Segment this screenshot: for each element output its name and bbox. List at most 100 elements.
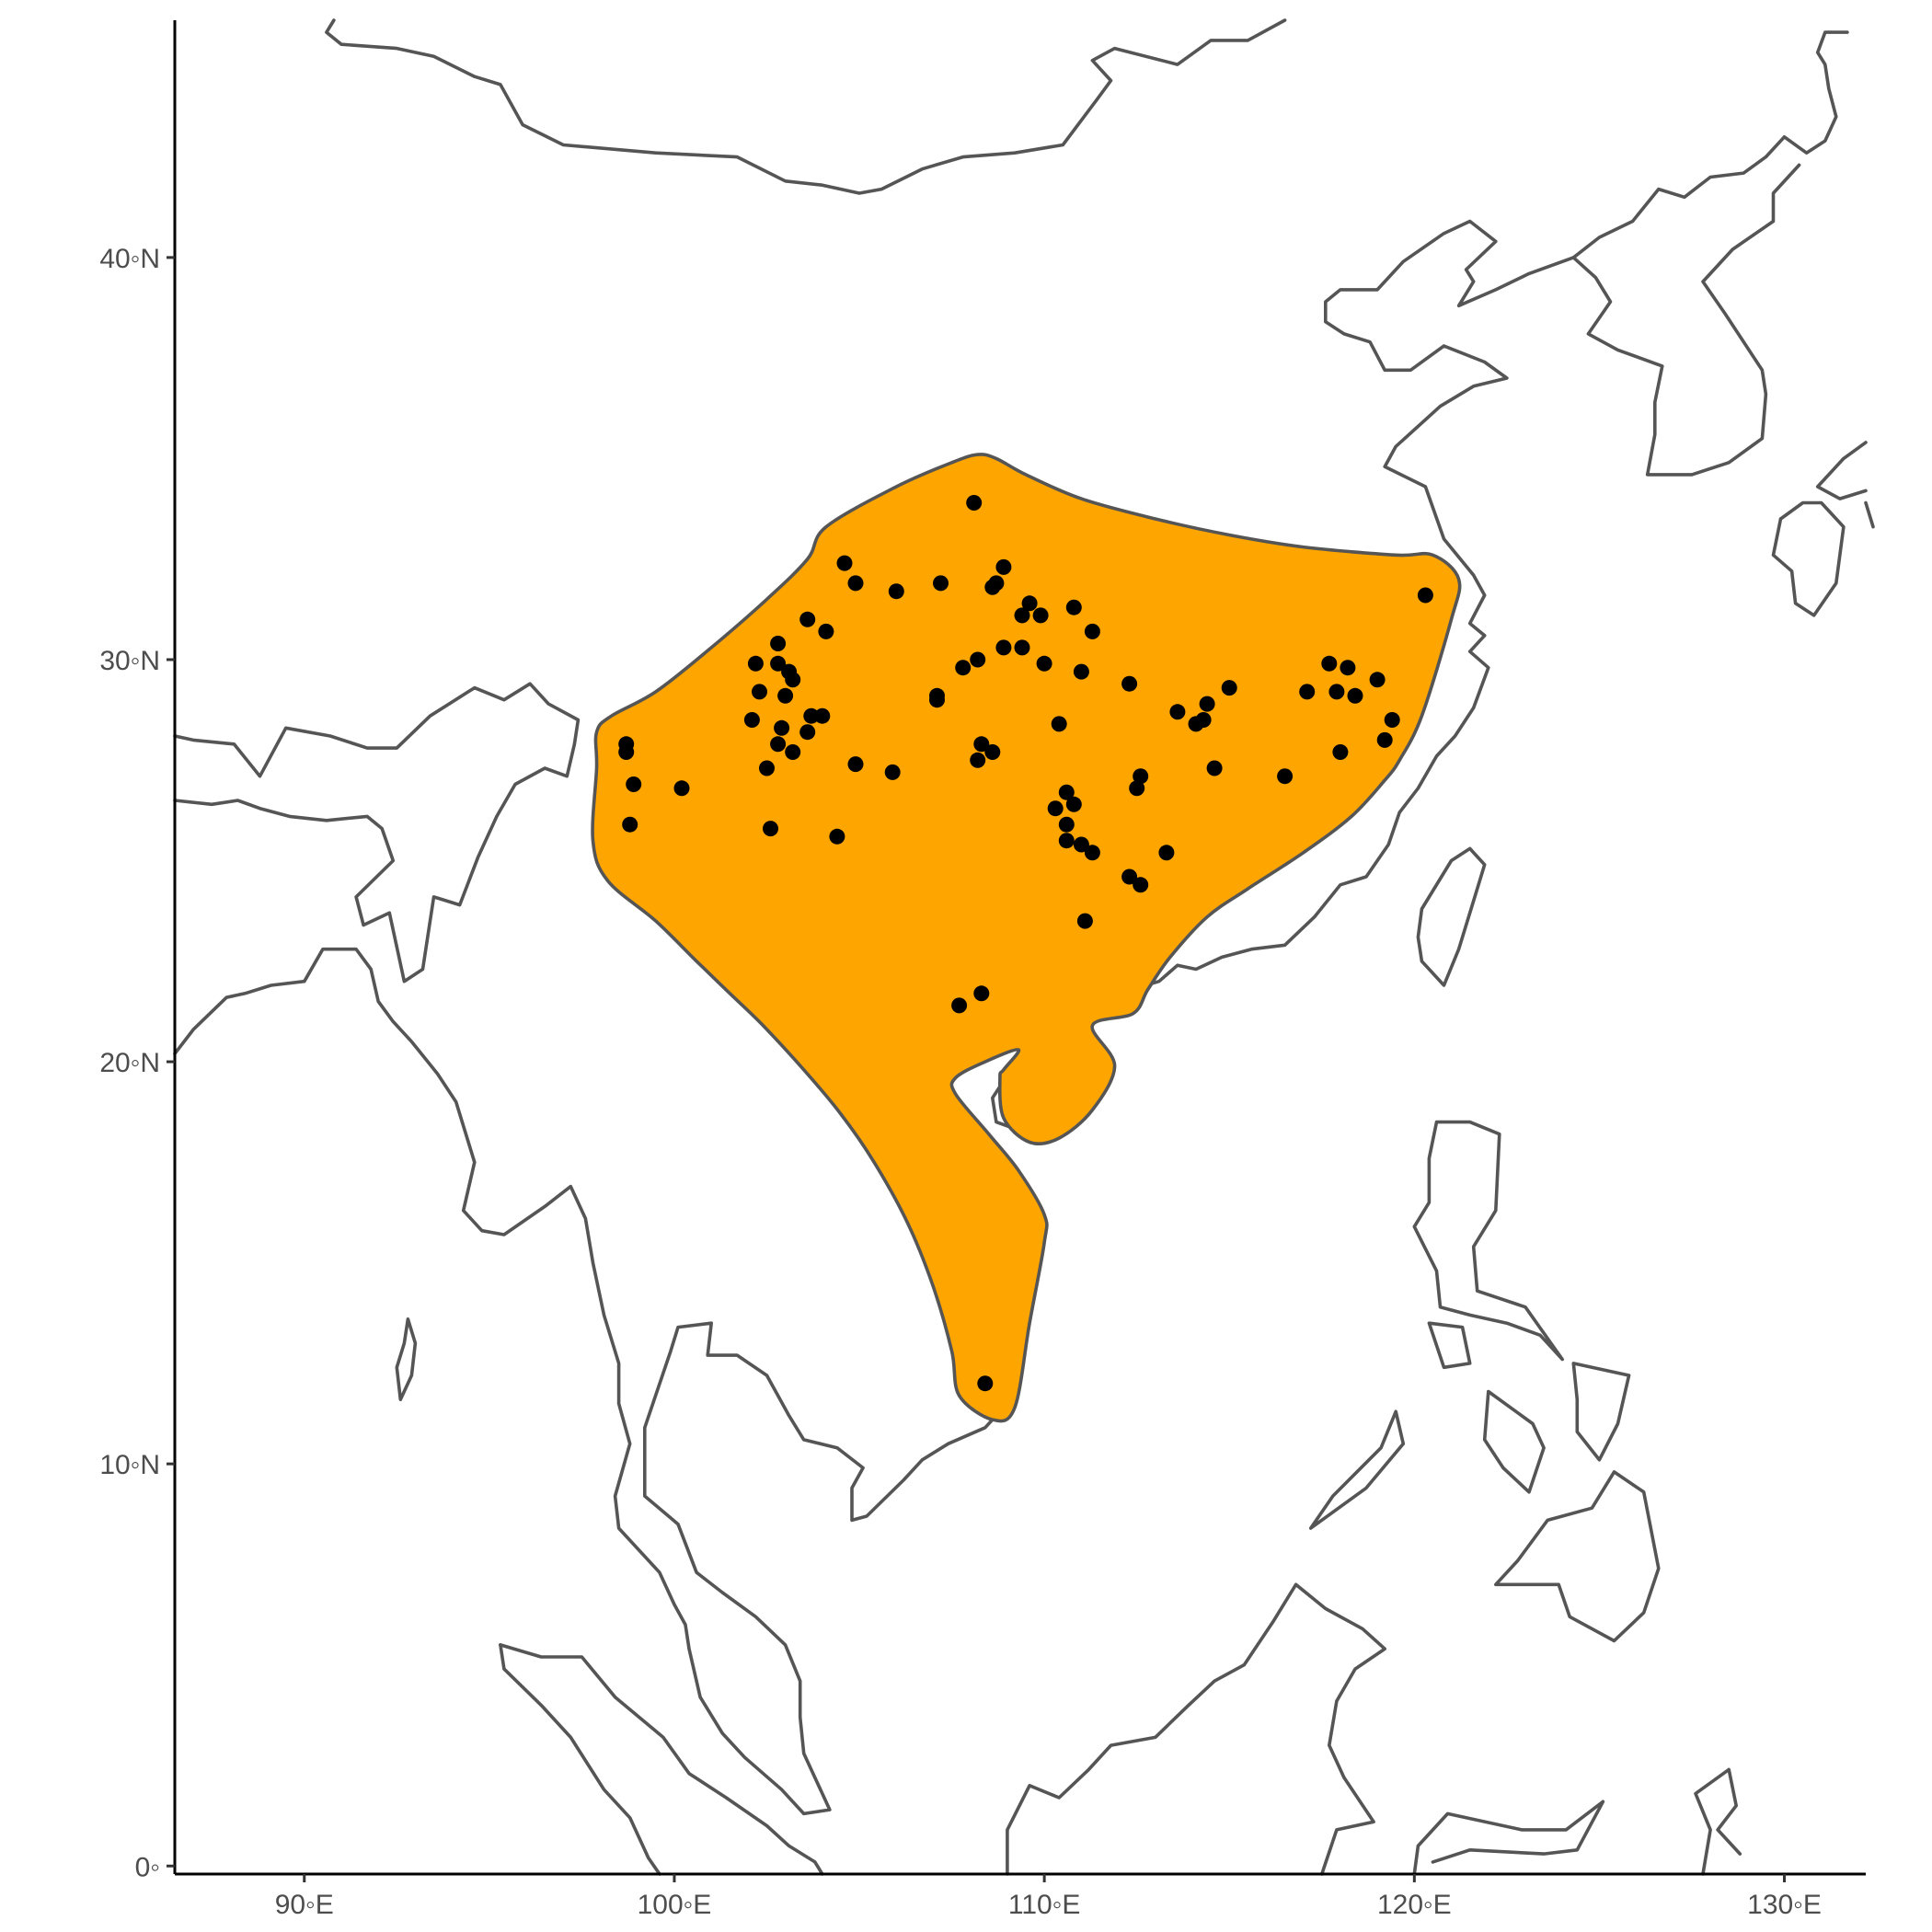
occurrence-point	[951, 997, 968, 1014]
occurrence-point	[622, 816, 638, 833]
occurrence-point	[1340, 660, 1356, 676]
y-tick-label: 30◦N	[99, 646, 160, 676]
occurrence-point	[1058, 784, 1075, 800]
occurrence-point	[774, 719, 790, 736]
coastline-japan-honshu	[1815, 441, 1868, 500]
occurrence-point	[770, 655, 787, 672]
coastline-sumatra-west	[499, 1643, 661, 1876]
occurrence-point	[829, 828, 845, 845]
occurrence-point	[973, 736, 990, 753]
coastline-philippines-samar-leyte	[1571, 1362, 1631, 1462]
occurrence-point	[1065, 599, 1082, 615]
occurrence-point	[770, 636, 787, 651]
range-layer	[591, 453, 1462, 1423]
occurrence-point	[836, 555, 853, 571]
occurrence-point	[818, 623, 834, 639]
occurrence-point	[1221, 680, 1237, 696]
occurrence-point	[1084, 623, 1100, 639]
occurrence-point	[888, 583, 904, 600]
occurrence-point	[1369, 672, 1386, 688]
occurrence-point	[1129, 780, 1145, 797]
occurrence-point	[1036, 655, 1052, 672]
occurrence-point	[770, 736, 787, 753]
occurrence-point	[1133, 877, 1149, 893]
occurrence-point	[1384, 712, 1400, 728]
occurrence-point	[799, 611, 816, 627]
axes-layer	[173, 20, 1866, 1876]
coastline-japan-shikoku	[1864, 500, 1875, 529]
occurrence-point	[1195, 712, 1212, 728]
occurrence-point	[973, 985, 990, 1002]
occurrence-point	[984, 744, 1001, 760]
x-tick-label: 100◦E	[638, 1890, 712, 1920]
coastline-philippines-luzon	[1412, 1120, 1564, 1362]
y-tick-label: 0◦	[135, 1852, 160, 1882]
occurrence-point	[1051, 716, 1067, 732]
coastline-andaman	[395, 1317, 418, 1401]
occurrence-point	[785, 672, 801, 688]
occurrence-point	[1328, 684, 1345, 700]
occurrence-point	[1065, 796, 1082, 812]
coastline-mongolia-china-border	[325, 18, 1287, 195]
occurrence-point	[1133, 768, 1149, 785]
x-tick-label: 120◦E	[1377, 1890, 1452, 1920]
occurrence-point	[752, 684, 767, 700]
occurrence-point	[1158, 845, 1175, 861]
occurrence-point	[618, 744, 635, 760]
x-tick-label: 90◦E	[275, 1890, 334, 1920]
occurrence-point	[1347, 687, 1363, 704]
coastline-halmahera	[1694, 1767, 1742, 1876]
occurrence-point	[1058, 816, 1075, 833]
occurrence-point	[803, 707, 820, 724]
occurrence-point	[1021, 595, 1038, 612]
occurrence-point	[1121, 868, 1138, 885]
tick-layer: 90◦E 100◦E 110◦E 120◦E 130◦E 0◦ 10◦N 20◦N 30◦N 40…	[99, 244, 1822, 1920]
occurrence-point	[1321, 655, 1338, 672]
coastline-mindoro	[1427, 1321, 1472, 1370]
coastline-sulawesi	[1412, 1800, 1605, 1876]
occurrence-point	[626, 776, 642, 792]
occurrence-point	[673, 780, 690, 797]
occurrence-point	[1376, 731, 1393, 748]
occurrence-point	[970, 651, 986, 668]
occurrence-point	[1014, 639, 1030, 656]
coastline-borneo	[1006, 1582, 1386, 1876]
occurrence-point	[1073, 663, 1089, 680]
coastline-philippines-visayas	[1482, 1389, 1546, 1494]
coastline-japan-kyushu	[1771, 500, 1846, 617]
occurrence-point	[966, 495, 983, 511]
occurrence-point	[1332, 744, 1349, 760]
occurrence-point	[955, 660, 972, 676]
coastline-taiwan	[1416, 846, 1487, 987]
occurrence-point	[1199, 696, 1215, 712]
coastline-korea	[1571, 163, 1801, 477]
occurrence-point	[995, 558, 1012, 575]
occurrence-point	[977, 1375, 994, 1392]
occurrence-point	[1047, 800, 1064, 817]
coastline-sumatra	[499, 1643, 824, 1876]
occurrence-point	[1206, 760, 1223, 776]
occurrence-point	[995, 639, 1012, 656]
occurrence-point	[1169, 704, 1186, 720]
occurrence-point	[1299, 684, 1316, 700]
occurrence-point	[984, 579, 1001, 595]
occurrence-point	[743, 712, 760, 728]
occurrence-point	[1121, 675, 1138, 692]
occurrence-point	[1073, 836, 1089, 853]
x-tick-label: 110◦E	[1008, 1890, 1080, 1920]
occurrence-point	[785, 744, 801, 760]
occurrence-point	[814, 707, 831, 724]
y-tick-label: 20◦N	[99, 1048, 160, 1078]
occurrence-point	[847, 756, 864, 773]
occurrence-point	[763, 821, 778, 837]
occurrence-point	[884, 764, 901, 780]
coastline-china-korea-russia-border	[1571, 30, 1849, 259]
occurrence-point	[1032, 607, 1049, 624]
range-polygon	[591, 453, 1462, 1423]
occurrence-point	[847, 575, 864, 592]
coastline-palawan	[1308, 1409, 1406, 1530]
occurrence-point	[1277, 768, 1294, 785]
coastline-south-asia-borders	[173, 682, 581, 983]
